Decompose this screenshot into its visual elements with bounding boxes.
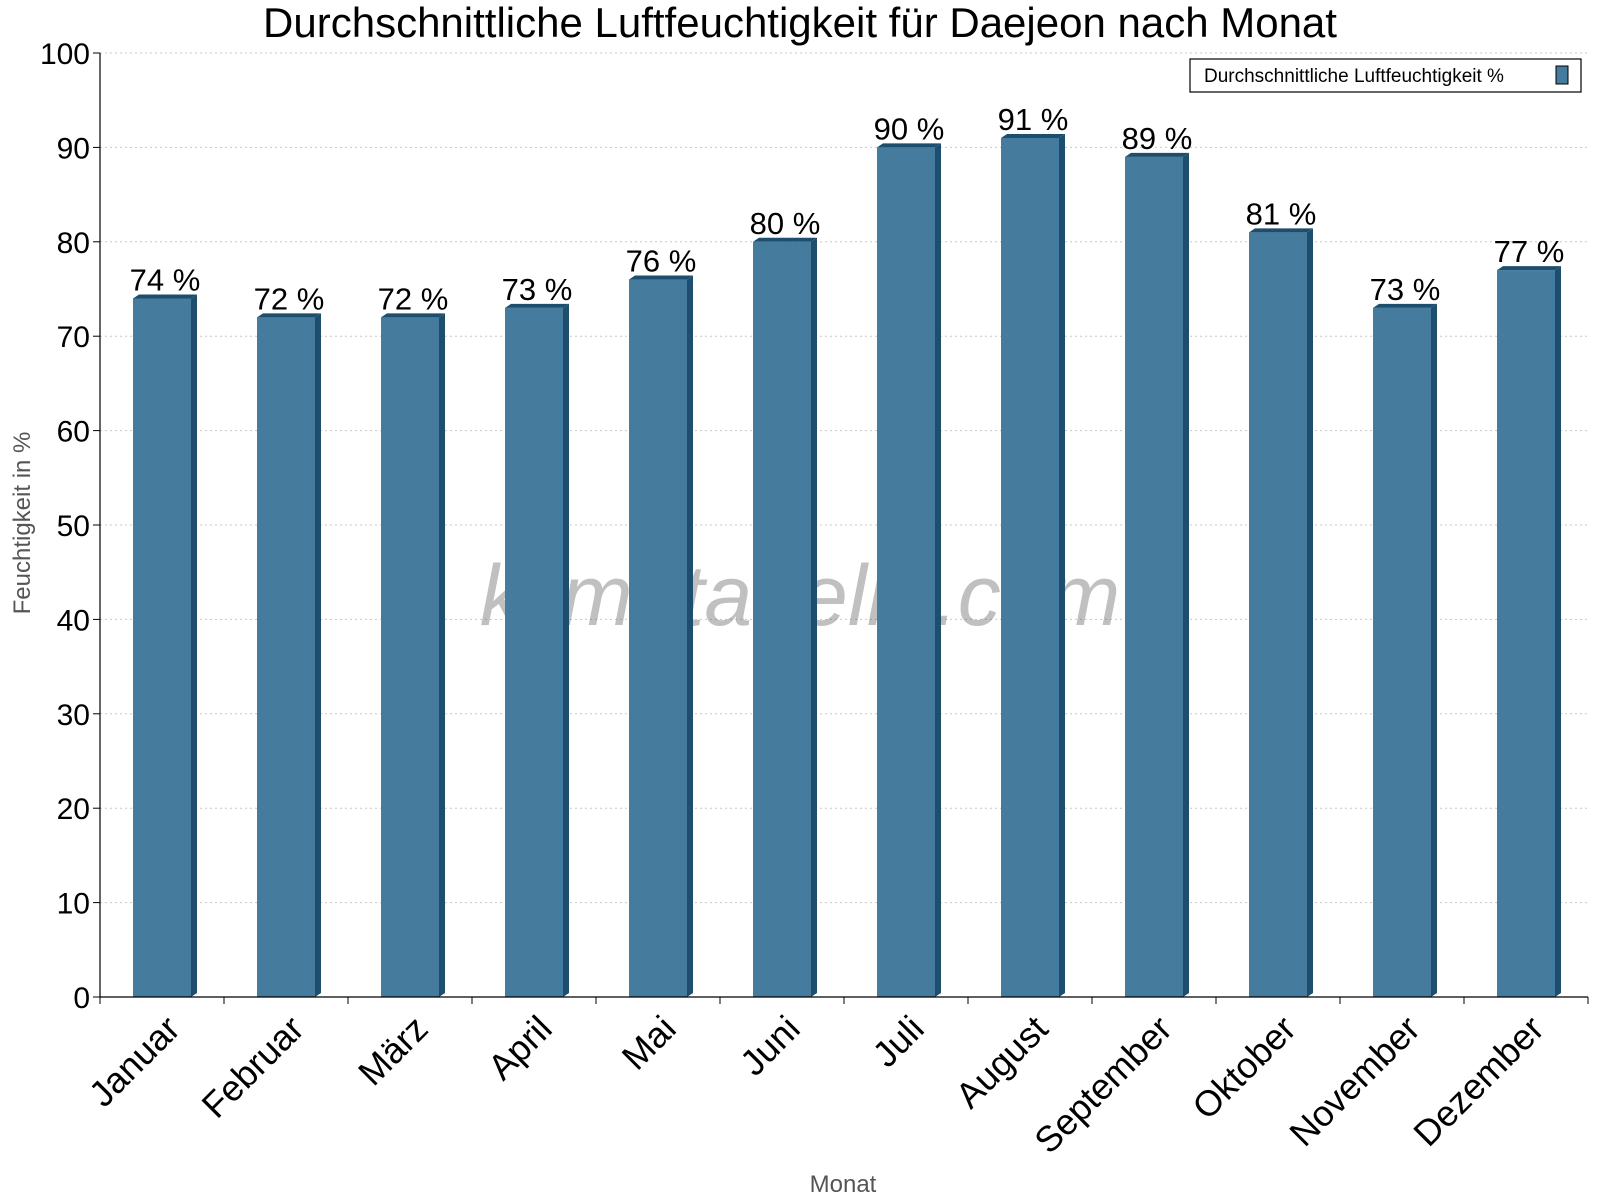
data-label: 72 % <box>254 281 325 316</box>
bar-top <box>1249 228 1313 233</box>
data-label: 74 % <box>130 262 201 297</box>
bar-face <box>1125 156 1183 998</box>
axes <box>93 52 1589 1004</box>
x-tick-label: Januar <box>81 1008 188 1115</box>
bar-top <box>753 237 817 242</box>
y-tick-label: 20 <box>57 793 90 826</box>
x-tick-label: März <box>350 1008 436 1094</box>
bar <box>1249 228 1313 998</box>
y-tick-label: 30 <box>57 699 90 732</box>
bar-face <box>1497 270 1555 997</box>
bar <box>257 313 321 997</box>
bar-top <box>629 275 693 280</box>
bar <box>1125 152 1189 998</box>
bar <box>1373 303 1437 997</box>
bars <box>133 133 1561 998</box>
bar-top <box>1497 266 1561 271</box>
bar <box>133 294 197 997</box>
bar <box>505 303 569 997</box>
bar-side <box>1059 133 1065 997</box>
x-tick-label: Februar <box>194 1008 312 1126</box>
y-tick-labels: 0 10 20 30 40 50 60 70 80 90 100 <box>40 38 90 1015</box>
data-label: 73 % <box>1370 272 1441 307</box>
legend-swatch <box>1555 65 1569 85</box>
data-label: 72 % <box>378 281 449 316</box>
bar-face <box>877 147 935 997</box>
bar-top <box>505 303 569 308</box>
y-tick-label: 60 <box>57 416 90 449</box>
bar-top <box>133 294 197 299</box>
chart-title: Durchschnittliche Luftfeuchtigkeit für D… <box>263 0 1337 46</box>
data-label: 77 % <box>1494 234 1565 269</box>
x-tick-label: November <box>1281 1008 1427 1154</box>
y-tick-label: 80 <box>57 227 90 260</box>
bar-face <box>381 317 439 997</box>
bar-side <box>439 313 445 997</box>
bar-side <box>191 294 197 997</box>
bar-face <box>753 241 811 998</box>
data-label: 81 % <box>1246 196 1317 231</box>
bar-face <box>1373 307 1431 997</box>
bar <box>381 313 445 997</box>
x-tick-label: April <box>480 1008 560 1088</box>
x-tick-label: Dezember <box>1405 1008 1551 1154</box>
bar-side <box>811 237 817 998</box>
bar-face <box>1001 137 1059 997</box>
data-label: 80 % <box>750 206 821 241</box>
bar-side <box>1307 228 1313 998</box>
bar <box>877 143 941 997</box>
data-label: 91 % <box>998 102 1069 137</box>
x-tick-labels: Januar Februar März April Mai Juni Juli AugustS… <box>81 1008 1552 1162</box>
bar-top <box>1125 152 1189 157</box>
y-tick-label: 50 <box>57 510 90 543</box>
bar-side <box>563 303 569 997</box>
y-tick-label: 0 <box>73 982 90 1015</box>
data-label: 76 % <box>626 244 697 279</box>
legend-label: Durchschnittliche Luftfeuchtigkeit % <box>1204 66 1504 87</box>
bar-side <box>315 313 321 997</box>
bar-face <box>629 279 687 997</box>
y-tick-label: 90 <box>57 132 90 165</box>
x-tick-label: Mai <box>614 1008 684 1078</box>
bar-side <box>935 143 941 997</box>
bar-top <box>257 313 321 318</box>
bar-top <box>381 313 445 318</box>
x-axis-title: Monat <box>810 1171 877 1198</box>
y-tick-label: 10 <box>57 888 90 921</box>
legend: Durchschnittliche Luftfeuchtigkeit % <box>1189 58 1582 93</box>
bar <box>1497 266 1561 997</box>
data-label: 89 % <box>1122 121 1193 156</box>
bar-face <box>1249 232 1307 998</box>
bar-face <box>133 298 191 997</box>
bar-side <box>1183 152 1189 998</box>
bar-top <box>1001 133 1065 138</box>
bar-side <box>1431 303 1437 997</box>
bar-face <box>505 307 563 997</box>
data-labels: 74 % 72 % 72 % 73 % 76 % 80 % 90 % 91 % 89 % 81 %… <box>130 102 1565 316</box>
gridlines <box>100 52 1588 904</box>
bar-side <box>1555 266 1561 997</box>
y-axis-title: Feuchtigkeit in % <box>9 432 36 615</box>
x-tick-label: Juli <box>864 1008 931 1075</box>
bar <box>753 237 817 998</box>
y-tick-label: 40 <box>57 604 90 637</box>
x-tick-label: Juni <box>732 1008 808 1084</box>
bar-face <box>257 317 315 997</box>
bar-side <box>687 275 693 997</box>
y-tick-label: 100 <box>40 38 90 71</box>
y-tick-label: 70 <box>57 321 90 354</box>
bar <box>1001 133 1065 997</box>
bar-top <box>1373 303 1437 308</box>
bar-top <box>877 143 941 148</box>
bar <box>629 275 693 997</box>
legend-box <box>1189 58 1582 93</box>
x-tick-label: Oktober <box>1184 1008 1304 1128</box>
data-label: 90 % <box>874 111 945 146</box>
data-label: 73 % <box>502 272 573 307</box>
x-tick-label: August <box>947 1008 1055 1116</box>
